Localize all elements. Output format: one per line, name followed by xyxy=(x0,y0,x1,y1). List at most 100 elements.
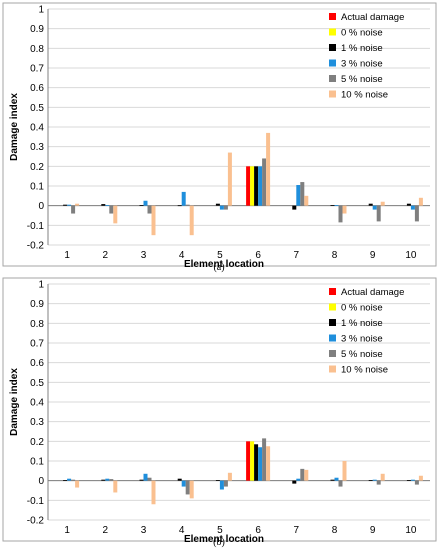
bar xyxy=(368,480,373,481)
bar xyxy=(372,205,377,210)
bar xyxy=(181,480,186,487)
legend-swatch xyxy=(329,44,336,51)
bar xyxy=(334,205,339,206)
y-tick-label: 0.1 xyxy=(30,457,44,468)
damage-index-chart-b: -0.2 -0.1 0 0.1 0.2 0.3 0.4 0.5 0.6 0.7 0.8 0.9 1 1 2 3… xyxy=(2,277,437,548)
bar xyxy=(227,472,232,481)
chart-panel-b: -0.2 -0.1 0 0.1 0.2 0.3 0.4 0.5 0.6 0.7 0.8 0.9 1 1 2 3… xyxy=(0,275,439,550)
bar xyxy=(113,205,118,224)
y-tick-label: 0.9 xyxy=(30,299,44,310)
bar xyxy=(246,441,251,481)
y-tick-label: 0.5 xyxy=(30,378,44,389)
bar xyxy=(246,166,251,206)
bar xyxy=(292,205,297,210)
legend-label: 5 % noise xyxy=(341,74,383,85)
bar xyxy=(109,479,114,481)
legend-swatch xyxy=(329,334,336,342)
y-tick-label: 0.1 xyxy=(30,182,44,193)
bar xyxy=(139,479,144,481)
legend-label: 3 % noise xyxy=(341,334,383,345)
x-tick-label: 9 xyxy=(370,525,376,536)
legend-swatch xyxy=(329,365,336,373)
bar xyxy=(189,205,194,236)
bar xyxy=(380,473,385,481)
bar xyxy=(266,132,271,206)
bar xyxy=(250,166,255,206)
x-axis-title: Element location xyxy=(184,534,264,545)
y-tick-label: 0.8 xyxy=(30,44,44,55)
damage-index-chart-a: -0.2 -0.1 0 0.1 0.2 0.3 0.4 0.5 0.6 0.7 0.8 0.9 1 1 2 3… xyxy=(2,2,437,273)
bar xyxy=(406,480,411,481)
y-tick-label: 0.4 xyxy=(30,398,44,409)
y-tick-label: 0 xyxy=(38,201,44,212)
x-tick-label: 2 xyxy=(103,525,109,536)
x-tick-label: 7 xyxy=(294,525,300,536)
y-tick-label: 0.5 xyxy=(30,103,44,114)
bar xyxy=(410,205,415,210)
x-tick-label: 3 xyxy=(141,525,147,536)
bar xyxy=(300,468,305,481)
legend-label: 1 % noise xyxy=(341,43,383,54)
bar xyxy=(215,203,220,206)
bar xyxy=(330,479,335,481)
bar xyxy=(223,205,228,210)
bar xyxy=(105,478,110,481)
legend-label: 10 % noise xyxy=(341,365,388,376)
bar xyxy=(185,480,190,495)
y-tick-label: -0.2 xyxy=(27,516,45,527)
bar xyxy=(147,205,152,214)
bar xyxy=(380,201,385,206)
bar xyxy=(292,480,297,484)
legend-label: Actual damage xyxy=(341,12,404,23)
bar xyxy=(254,444,259,481)
bar xyxy=(342,205,347,214)
x-tick-label: 5 xyxy=(217,525,223,536)
bar xyxy=(258,166,263,206)
bar xyxy=(151,205,156,236)
bar xyxy=(296,185,301,206)
bar xyxy=(414,205,419,222)
y-tick-label: 0.2 xyxy=(30,437,44,448)
bar xyxy=(101,479,106,481)
bar xyxy=(414,480,419,485)
y-tick-label: -0.2 xyxy=(27,241,45,252)
bar xyxy=(71,205,76,214)
legend-label: 3 % noise xyxy=(341,59,383,70)
bar xyxy=(143,200,148,206)
bar xyxy=(250,441,255,481)
x-tick-label: 10 xyxy=(405,525,417,536)
y-tick-label: 0.4 xyxy=(30,123,44,134)
bar xyxy=(177,478,182,481)
x-tick-label: 1 xyxy=(64,525,70,536)
y-tick-label: 0.8 xyxy=(30,319,44,330)
x-tick-label: 6 xyxy=(255,250,261,261)
x-tick-label: 10 xyxy=(405,250,417,261)
bar xyxy=(262,158,267,206)
chart-frame xyxy=(2,277,437,542)
x-tick-label: 4 xyxy=(179,250,185,261)
x-tick-label: 8 xyxy=(332,525,338,536)
bar xyxy=(63,204,68,206)
y-tick-label: -0.1 xyxy=(27,496,45,507)
bar xyxy=(63,480,68,481)
bar xyxy=(262,438,267,481)
bar xyxy=(300,182,305,206)
figure-caption: (a) xyxy=(213,262,224,273)
legend-label: Actual damage xyxy=(341,287,404,298)
bar xyxy=(368,203,373,206)
legend-swatch xyxy=(329,303,336,311)
bar xyxy=(219,480,224,490)
bar xyxy=(113,480,118,493)
bar xyxy=(189,480,194,499)
x-tick-label: 5 xyxy=(217,250,223,261)
legend-swatch xyxy=(329,75,336,82)
bar xyxy=(101,204,106,206)
legend-swatch xyxy=(329,350,336,357)
bar xyxy=(406,203,411,206)
bar xyxy=(227,152,232,206)
legend-swatch xyxy=(329,90,336,98)
y-tick-label: -0.1 xyxy=(27,221,45,232)
x-tick-label: 3 xyxy=(141,250,147,261)
legend-label: 0 % noise xyxy=(341,28,383,39)
x-tick-label: 4 xyxy=(179,525,185,536)
